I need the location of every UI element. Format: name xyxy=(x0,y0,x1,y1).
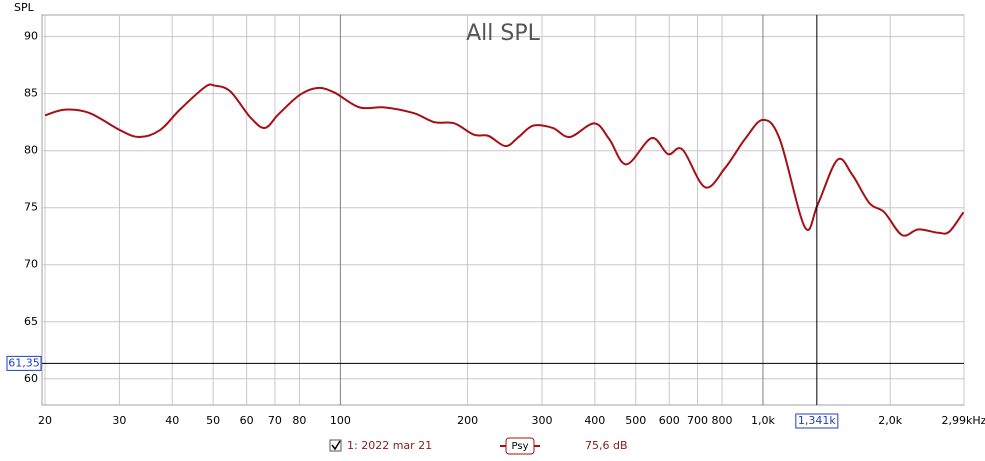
y-tick-label: 70 xyxy=(24,258,38,271)
x-tick-label: 2,0k xyxy=(878,414,902,427)
x-tick-label: 40 xyxy=(165,414,179,427)
legend-checkbox[interactable] xyxy=(329,439,342,452)
y-tick-label: 65 xyxy=(24,315,38,328)
y-axis-label: SPL xyxy=(14,1,35,14)
legend-entry[interactable]: 1: 2022 mar 21 xyxy=(347,439,432,452)
cursor-y-box xyxy=(6,355,42,371)
y-tick-label: 90 xyxy=(24,30,38,43)
y-tick-label: 80 xyxy=(24,144,38,157)
plot-area xyxy=(41,14,965,406)
x-tick-label: 200 xyxy=(457,414,478,427)
x-tick-label: 50 xyxy=(206,414,220,427)
x-tick-label: 80 xyxy=(292,414,306,427)
checkmark xyxy=(331,440,341,451)
x-tick-label: 70 xyxy=(268,414,282,427)
x-tick-label: 400 xyxy=(584,414,605,427)
readout: 75,6 dB xyxy=(585,439,628,452)
x-tick-label: 100 xyxy=(330,414,351,427)
chart-title: All SPL xyxy=(466,21,540,46)
x-tick-label: 30 xyxy=(112,414,126,427)
x-tick-label: 2,99kHz xyxy=(942,414,985,427)
x-tick-label: 700 xyxy=(687,414,708,427)
x-tick-label: 60 xyxy=(240,414,254,427)
smoothing-label: Psy xyxy=(512,441,529,452)
cursor-x-box xyxy=(795,413,839,429)
cursor-x-label: 1,341k xyxy=(798,414,836,427)
x-tick-label: 500 xyxy=(625,414,646,427)
smoothing-box[interactable] xyxy=(505,437,535,455)
x-tick-label: 20 xyxy=(38,414,52,427)
x-tick-label: 800 xyxy=(712,414,733,427)
x-tick-label: 1,0k xyxy=(751,414,775,427)
y-tick-label: 75 xyxy=(24,201,38,214)
x-tick-label: 300 xyxy=(532,414,553,427)
cursor-y-label: 61,35 xyxy=(8,356,40,369)
x-tick-label: 600 xyxy=(659,414,680,427)
y-tick-label: 60 xyxy=(24,372,38,385)
y-tick-label: 85 xyxy=(24,87,38,100)
spl-line xyxy=(44,83,965,237)
